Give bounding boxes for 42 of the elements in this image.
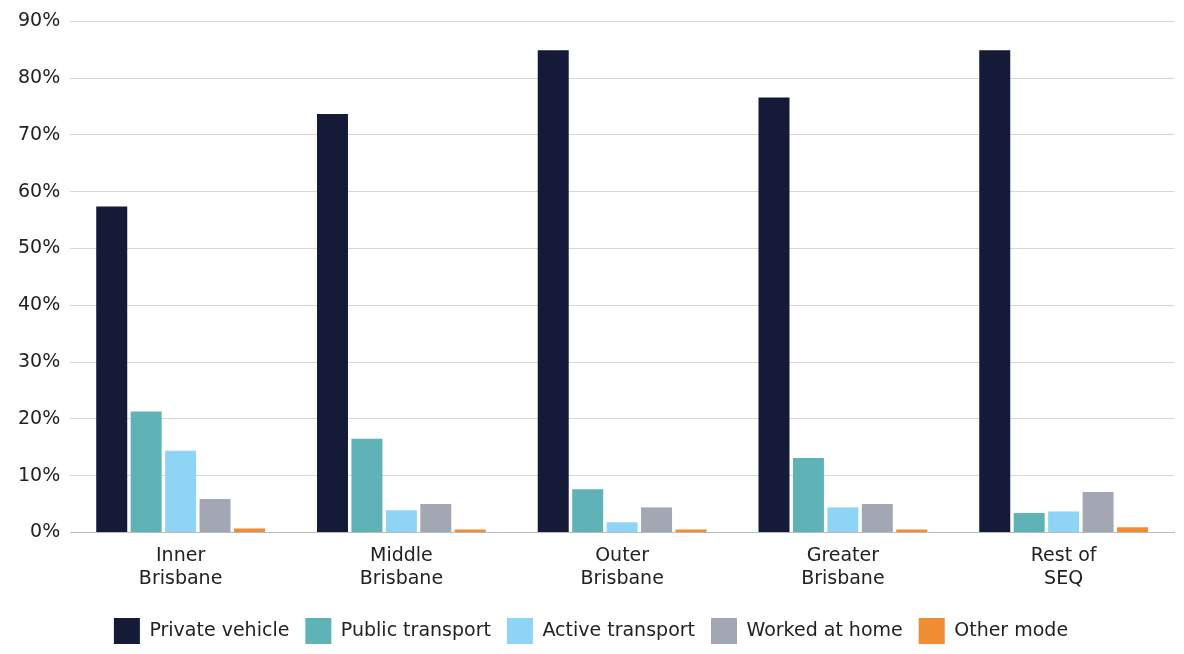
legend-label: Public transport: [340, 617, 491, 640]
y-tick-label: 30%: [18, 349, 61, 371]
x-tick-label: Middle Brisbane: [359, 542, 444, 588]
bar: [1117, 527, 1148, 532]
bar: [758, 97, 790, 532]
y-tick-label: 0%: [30, 519, 61, 542]
bar: [96, 206, 128, 532]
y-tick-label: 40%: [18, 292, 61, 315]
x-tick-label: Rest of SEQ: [1030, 542, 1098, 588]
bar: [1082, 492, 1114, 532]
bar: [861, 504, 893, 532]
bar: [1013, 513, 1045, 532]
bar: [385, 510, 417, 532]
y-tick-label: 50%: [18, 235, 61, 258]
bar: [199, 498, 231, 532]
bar: [827, 507, 859, 532]
y-tick-label: 60%: [18, 178, 61, 201]
bar: [641, 507, 673, 532]
bar: [316, 113, 348, 532]
y-tick-label: 20%: [18, 405, 61, 428]
x-tick-label: Greater Brisbane: [801, 542, 885, 588]
bar: [1048, 511, 1080, 532]
bar: [130, 411, 162, 532]
y-tick-label: 70%: [18, 121, 61, 144]
legend-label: Worked at home: [746, 617, 903, 640]
x-tick-label: Outer Brisbane: [580, 542, 664, 588]
y-tick-label: 10%: [18, 462, 61, 485]
x-tick-label: Inner Brisbane: [138, 542, 223, 588]
bar: [606, 522, 638, 532]
bar: [792, 458, 824, 532]
bar: [233, 528, 265, 532]
y-tick-label: 80%: [18, 65, 61, 88]
bar: [165, 450, 197, 532]
bar: [572, 489, 604, 532]
bar: [537, 50, 569, 532]
legend-label: Private vehicle: [149, 617, 290, 640]
y-tick-label: 90%: [18, 8, 61, 31]
bar: [420, 504, 452, 532]
bar: [979, 50, 1011, 532]
bar: [351, 438, 383, 532]
legend-label: Other mode: [954, 617, 1069, 640]
legend-label: Active transport: [542, 617, 696, 640]
